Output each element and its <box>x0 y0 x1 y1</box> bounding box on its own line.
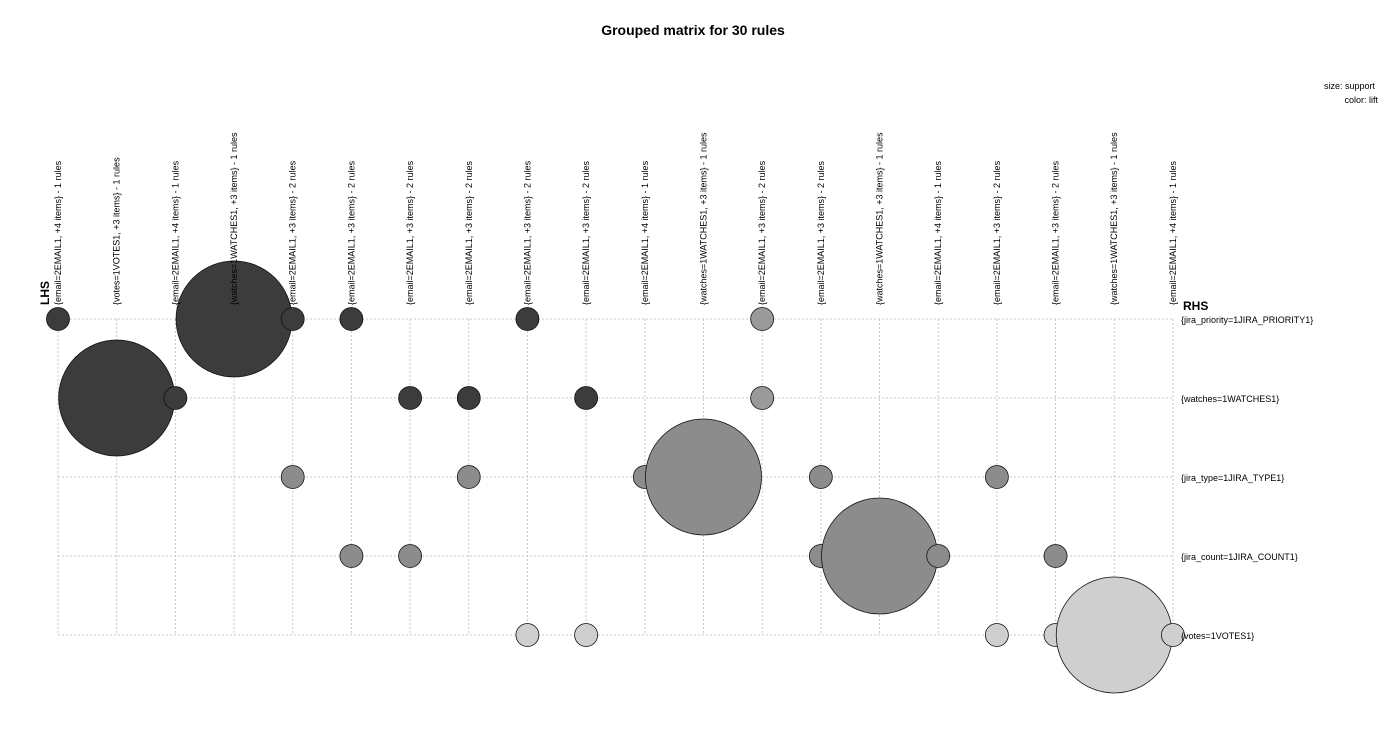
rule-bubble <box>456 386 481 410</box>
lhs-group-label: {email=2EMAIL1, +3 items} - 2 rules <box>992 160 1002 305</box>
lhs-group-label: {email=2EMAIL1, +3 items} - 2 rules <box>288 160 298 305</box>
rhs-item-label: {watches=1WATCHES1} <box>1181 394 1279 404</box>
chart-title: Grouped matrix for 30 rules <box>601 22 785 38</box>
lhs-labels: {email=2EMAIL1, +4 items} - 1 rules {vote… <box>53 132 1178 305</box>
lhs-group-label: {email=2EMAIL1, +3 items} - 2 rules <box>757 160 767 305</box>
rule-bubble <box>398 544 422 568</box>
rule-bubble <box>456 465 481 489</box>
lhs-group-label: {email=2EMAIL1, +4 items} - 1 rules <box>170 160 180 305</box>
lhs-group-label: {votes=1VOTES1, +3 items} - 1 rules <box>112 157 122 305</box>
rule-bubble <box>163 386 188 410</box>
rhs-axis-title: RHS <box>1183 299 1208 313</box>
lhs-group-label: {watches=1WATCHES1, +3 items} - 1 rules <box>698 132 708 305</box>
legend-size: size: support <box>1324 81 1376 91</box>
lhs-group-label: {email=2EMAIL1, +4 items} - 1 rules <box>933 160 943 305</box>
rule-bubble <box>280 307 305 331</box>
rule-bubble <box>574 623 599 647</box>
rule-bubble <box>515 307 540 331</box>
rule-bubble <box>46 307 70 331</box>
bubbles <box>46 260 1185 694</box>
rhs-item-label: {jira_count=1JIRA_COUNT1} <box>1181 552 1298 562</box>
rule-bubble <box>926 544 951 568</box>
lhs-group-label: {email=2EMAIL1, +3 items} - 2 rules <box>346 160 356 305</box>
rule-bubble <box>339 307 364 331</box>
rhs-labels: {jira_priority=1JIRA_PRIORITY1} {watches=… <box>1181 315 1313 641</box>
rule-bubble <box>58 339 176 457</box>
rule-bubble <box>1043 544 1068 568</box>
rule-bubble <box>984 623 1009 647</box>
rule-bubble <box>750 307 775 331</box>
legend-color: color: lift <box>1344 95 1378 105</box>
rule-bubble <box>574 386 599 410</box>
rhs-item-label: {jira_type=1JIRA_TYPE1} <box>1181 473 1284 483</box>
rhs-item-label: {jira_priority=1JIRA_PRIORITY1} <box>1181 315 1313 325</box>
rule-bubble <box>984 465 1009 489</box>
lhs-group-label: {watches=1WATCHES1, +3 items} - 1 rules <box>1109 132 1119 305</box>
lhs-axis-title: LHS <box>38 281 52 305</box>
lhs-group-label: {email=2EMAIL1, +3 items} - 2 rules <box>522 160 532 305</box>
lhs-group-label: {email=2EMAIL1, +3 items} - 2 rules <box>405 160 415 305</box>
rule-bubble <box>645 418 762 536</box>
lhs-group-label: {watches=1WATCHES1, +3 items} - 1 rules <box>229 132 239 305</box>
rule-bubble <box>1161 623 1185 647</box>
rule-bubble <box>750 386 775 410</box>
rule-bubble <box>821 497 938 615</box>
lhs-group-label: {watches=1WATCHES1, +3 items} - 1 rules <box>875 132 885 305</box>
rule-bubble <box>1055 576 1173 694</box>
lhs-group-label: {email=2EMAIL1, +4 items} - 1 rules <box>640 160 650 305</box>
lhs-group-label: {email=2EMAIL1, +3 items} - 2 rules <box>581 160 591 305</box>
rule-bubble <box>339 544 364 568</box>
lhs-group-label: {email=2EMAIL1, +4 items} - 1 rules <box>1168 160 1178 305</box>
lhs-group-label: {email=2EMAIL1, +4 items} - 1 rules <box>53 160 63 305</box>
rule-bubble <box>280 465 305 489</box>
rhs-item-label: {votes=1VOTES1} <box>1181 631 1254 641</box>
lhs-group-label: {email=2EMAIL1, +3 items} - 2 rules <box>1051 160 1061 305</box>
rule-bubble <box>398 386 422 410</box>
lhs-group-label: {email=2EMAIL1, +3 items} - 2 rules <box>816 160 826 305</box>
lhs-group-label: {email=2EMAIL1, +3 items} - 2 rules <box>464 160 474 305</box>
rule-bubble <box>515 623 540 647</box>
rule-bubble <box>808 465 833 489</box>
